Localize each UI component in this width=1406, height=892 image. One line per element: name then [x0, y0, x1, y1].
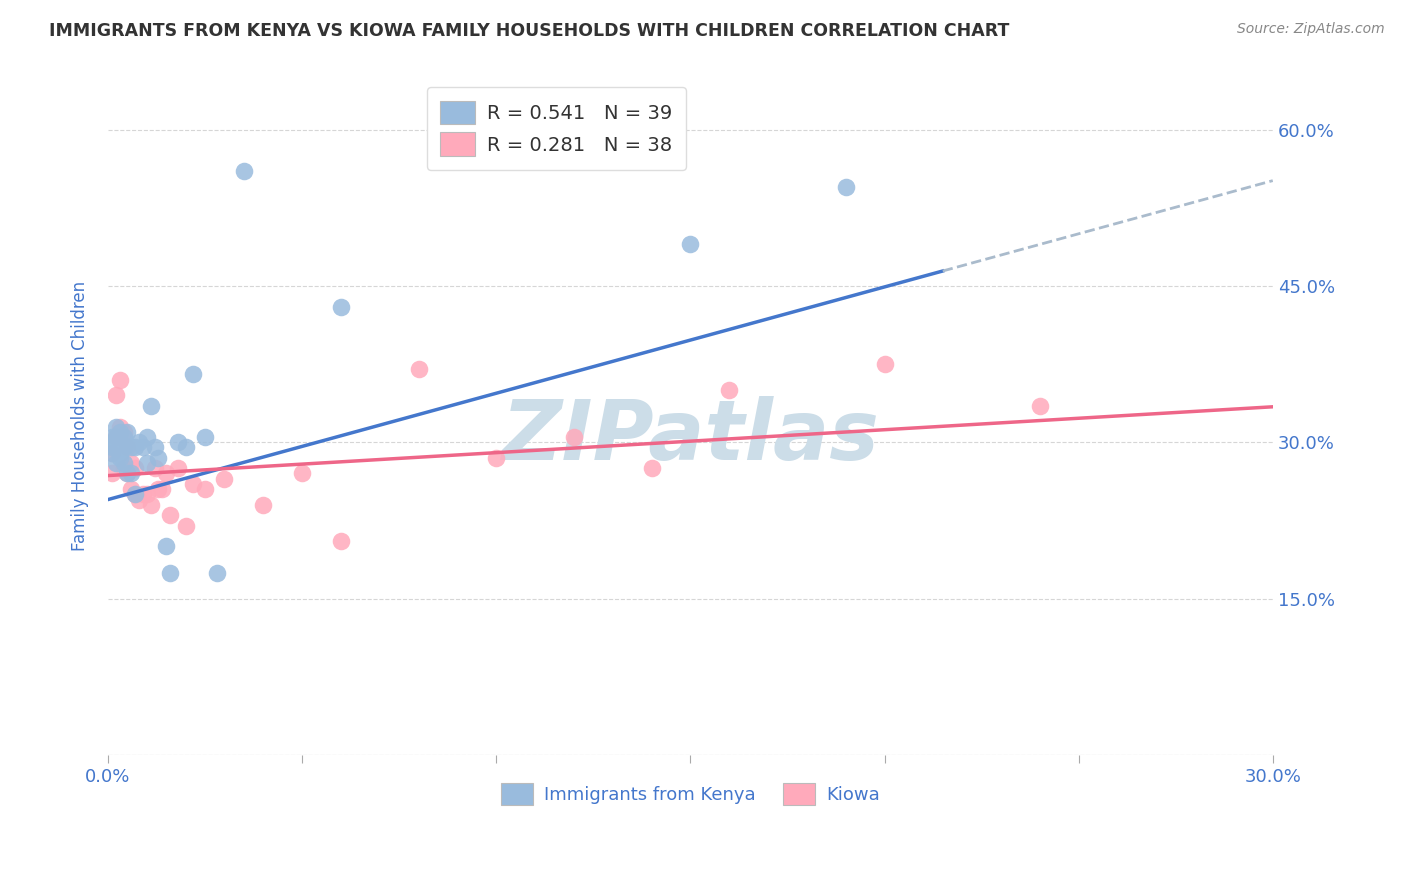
Point: [143, 461, 166, 475]
Y-axis label: Family Households with Children: Family Households with Children: [72, 281, 89, 551]
Point: [108, 445, 131, 459]
Point: [120, 456, 142, 470]
Point: [135, 456, 157, 470]
Point: [143, 441, 166, 455]
Point: [101, 441, 124, 455]
Point: [101, 445, 124, 459]
Point: [562, 430, 585, 444]
Point: [183, 477, 205, 491]
Point: [112, 425, 135, 439]
Point: [329, 300, 352, 314]
Point: [104, 456, 127, 470]
Point: [124, 487, 146, 501]
Point: [159, 508, 181, 523]
Point: [150, 482, 173, 496]
Point: [148, 450, 170, 465]
Point: [101, 430, 124, 444]
Text: ZIPatlas: ZIPatlas: [502, 396, 879, 477]
Point: [112, 430, 135, 444]
Point: [214, 472, 236, 486]
Point: [117, 425, 139, 439]
Point: [232, 164, 254, 178]
Point: [124, 487, 146, 501]
Point: [205, 566, 228, 580]
Point: [108, 419, 131, 434]
Point: [174, 441, 197, 455]
Point: [139, 399, 162, 413]
Point: [104, 388, 127, 402]
Point: [108, 450, 131, 465]
Point: [148, 482, 170, 496]
Point: [291, 467, 314, 481]
Point: [112, 456, 135, 470]
Point: [128, 492, 150, 507]
Point: [135, 487, 157, 501]
Point: [834, 180, 856, 194]
Point: [139, 498, 162, 512]
Point: [252, 498, 274, 512]
Legend: Immigrants from Kenya, Kiowa: Immigrants from Kenya, Kiowa: [492, 773, 889, 814]
Point: [108, 435, 131, 450]
Point: [120, 482, 142, 496]
Point: [112, 441, 135, 455]
Point: [640, 461, 662, 475]
Point: [128, 435, 150, 450]
Point: [104, 430, 127, 444]
Point: [159, 566, 181, 580]
Point: [117, 467, 139, 481]
Point: [718, 383, 741, 397]
Point: [120, 441, 142, 455]
Point: [194, 482, 217, 496]
Point: [104, 430, 127, 444]
Text: Source: ZipAtlas.com: Source: ZipAtlas.com: [1237, 22, 1385, 37]
Point: [112, 461, 135, 475]
Point: [120, 467, 142, 481]
Point: [174, 518, 197, 533]
Point: [108, 425, 131, 439]
Point: [155, 540, 177, 554]
Point: [101, 467, 124, 481]
Point: [132, 487, 155, 501]
Point: [124, 441, 146, 455]
Point: [108, 373, 131, 387]
Point: [155, 467, 177, 481]
Point: [167, 461, 190, 475]
Point: [135, 430, 157, 444]
Point: [485, 450, 508, 465]
Point: [132, 441, 155, 455]
Point: [183, 368, 205, 382]
Point: [117, 441, 139, 455]
Text: IMMIGRANTS FROM KENYA VS KIOWA FAMILY HOUSEHOLDS WITH CHILDREN CORRELATION CHART: IMMIGRANTS FROM KENYA VS KIOWA FAMILY HO…: [49, 22, 1010, 40]
Point: [408, 362, 430, 376]
Point: [167, 435, 190, 450]
Point: [873, 357, 896, 371]
Point: [1029, 399, 1052, 413]
Point: [194, 430, 217, 444]
Point: [104, 441, 127, 455]
Point: [101, 445, 124, 459]
Point: [117, 467, 139, 481]
Point: [101, 435, 124, 450]
Point: [124, 461, 146, 475]
Point: [679, 237, 702, 252]
Point: [104, 419, 127, 434]
Point: [329, 534, 352, 549]
